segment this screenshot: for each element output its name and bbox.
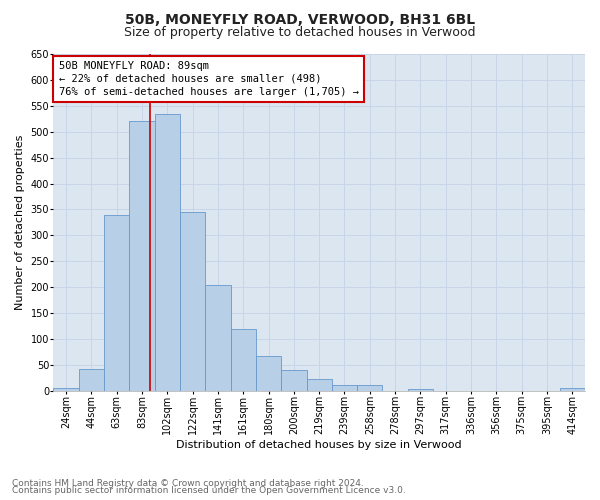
Bar: [256, 356, 281, 391]
Bar: [560, 388, 585, 391]
X-axis label: Distribution of detached houses by size in Verwood: Distribution of detached houses by size …: [176, 440, 462, 450]
Bar: [53, 388, 79, 391]
Text: 50B, MONEYFLY ROAD, VERWOOD, BH31 6BL: 50B, MONEYFLY ROAD, VERWOOD, BH31 6BL: [125, 12, 475, 26]
Bar: [332, 384, 357, 391]
Bar: [155, 114, 180, 391]
Bar: [104, 214, 129, 391]
Bar: [79, 369, 104, 391]
Bar: [307, 380, 332, 391]
Text: Size of property relative to detached houses in Verwood: Size of property relative to detached ho…: [124, 26, 476, 39]
Bar: [281, 370, 307, 391]
Bar: [205, 284, 230, 391]
Text: 50B MONEYFLY ROAD: 89sqm
← 22% of detached houses are smaller (498)
76% of semi-: 50B MONEYFLY ROAD: 89sqm ← 22% of detach…: [59, 60, 359, 97]
Text: Contains HM Land Registry data © Crown copyright and database right 2024.: Contains HM Land Registry data © Crown c…: [12, 478, 364, 488]
Bar: [180, 212, 205, 391]
Bar: [230, 328, 256, 391]
Bar: [129, 122, 155, 391]
Bar: [357, 384, 382, 391]
Bar: [408, 390, 433, 391]
Y-axis label: Number of detached properties: Number of detached properties: [15, 135, 25, 310]
Text: Contains public sector information licensed under the Open Government Licence v3: Contains public sector information licen…: [12, 486, 406, 495]
